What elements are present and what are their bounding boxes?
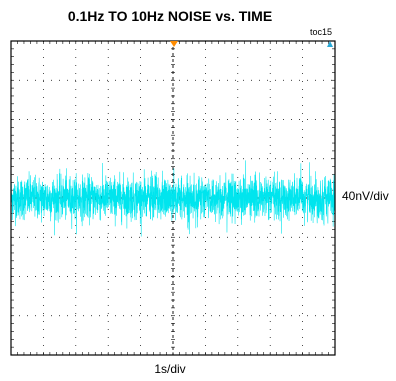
x-scale-label: 1s/div <box>154 362 186 376</box>
cursor-marker-icon <box>327 41 333 47</box>
y-scale-label: 40nV/div <box>342 189 389 203</box>
chart-title: 0.1Hz TO 10Hz NOISE vs. TIME <box>67 8 273 24</box>
figure-id: toc15 <box>310 27 333 37</box>
noise-trace <box>10 160 336 237</box>
trigger-marker-icon <box>170 41 178 47</box>
